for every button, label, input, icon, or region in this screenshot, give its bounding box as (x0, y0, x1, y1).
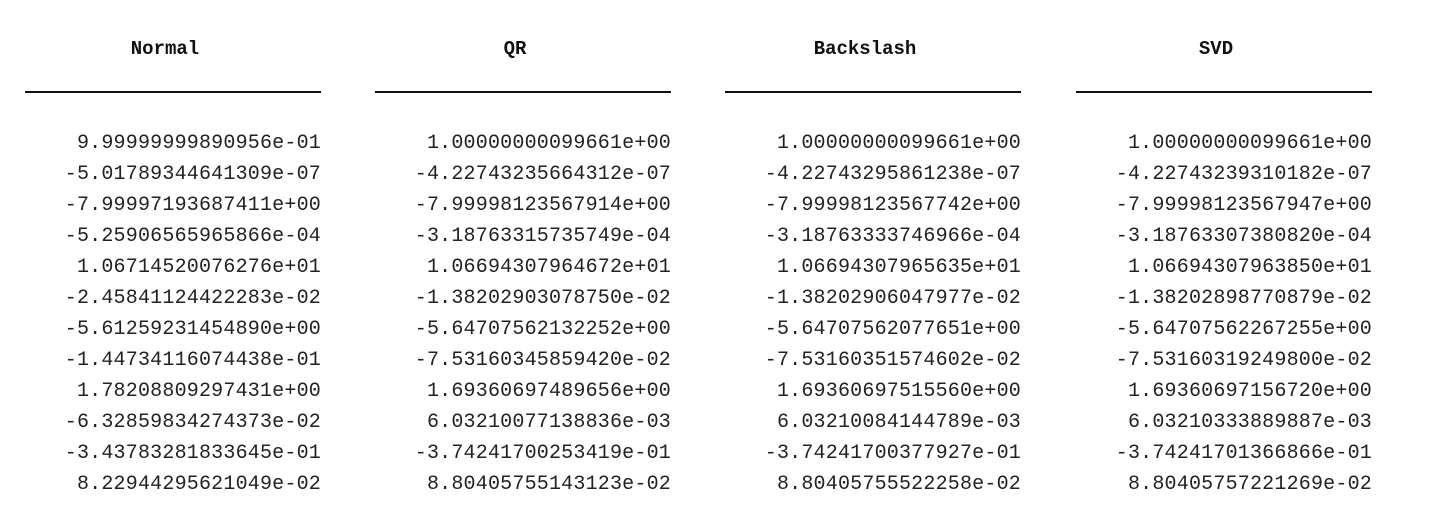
value-cell: 1.00000000099661e+00 (1127, 132, 1372, 155)
value-cell: 8.80405755143123e-02 (426, 473, 671, 496)
value-list: 9.99999999890956e-01 -5.01789344641309e-0… (25, 128, 321, 500)
value-cell: 1.00000000099661e+00 (426, 132, 671, 155)
value-cell: -2.45841124422283e-02 (64, 287, 321, 310)
value-cell: 1.06694307963850e+01 (1127, 256, 1372, 279)
value-cell: -7.99998123567914e+00 (414, 194, 671, 217)
column-header: Backslash (813, 38, 917, 60)
column-header: QR (503, 38, 527, 60)
value-cell: -5.64707562132252e+00 (414, 318, 671, 341)
value-cell: -7.99998123567742e+00 (764, 194, 1021, 217)
value-cell: 6.03210333889887e-03 (1127, 411, 1372, 434)
value-cell: -1.44734116074438e-01 (64, 349, 321, 372)
value-cell: -5.25906565965866e-04 (64, 225, 321, 248)
value-cell: -3.74241700377927e-01 (764, 442, 1021, 465)
value-cell: -4.22743295861238e-07 (764, 163, 1021, 186)
value-cell: -3.43783281833645e-01 (64, 442, 321, 465)
header-rule (25, 91, 321, 93)
value-cell: 1.06694307964672e+01 (426, 256, 671, 279)
value-cell: -3.18763315735749e-04 (414, 225, 671, 248)
value-cell: -5.64707562267255e+00 (1115, 318, 1372, 341)
value-cell: -1.38202903078750e-02 (414, 287, 671, 310)
value-cell: -5.64707562077651e+00 (764, 318, 1021, 341)
value-cell: 9.99999999890956e-01 (76, 132, 321, 155)
value-cell: -3.18763333746966e-04 (764, 225, 1021, 248)
value-cell: -4.22743235664312e-07 (414, 163, 671, 186)
value-cell: 8.22944295621049e-02 (76, 473, 321, 496)
value-cell: -5.01789344641309e-07 (64, 163, 321, 186)
value-list: 1.00000000099661e+00 -4.22743235664312e-0… (375, 128, 671, 500)
value-cell: -3.18763307380820e-04 (1115, 225, 1372, 248)
value-cell: 1.69360697156720e+00 (1127, 380, 1372, 403)
column-header: Normal (130, 38, 200, 60)
value-cell: -7.99997193687411e+00 (64, 194, 321, 217)
value-cell: 1.69360697515560e+00 (776, 380, 1021, 403)
value-cell: -7.53160351574602e-02 (764, 349, 1021, 372)
value-cell: 8.80405757221269e-02 (1127, 473, 1372, 496)
value-cell: 1.00000000099661e+00 (776, 132, 1021, 155)
value-cell: 1.69360697489656e+00 (426, 380, 671, 403)
value-cell: 1.06694307965635e+01 (776, 256, 1021, 279)
value-cell: -3.74241700253419e-01 (414, 442, 671, 465)
value-list: 1.00000000099661e+00 -4.22743295861238e-0… (725, 128, 1021, 500)
value-cell: 8.80405755522258e-02 (776, 473, 1021, 496)
value-cell: 6.03210084144789e-03 (776, 411, 1021, 434)
value-cell: -7.53160345859420e-02 (414, 349, 671, 372)
header-rule (1076, 91, 1372, 93)
value-cell: -7.53160319249800e-02 (1115, 349, 1372, 372)
header-rule (375, 91, 671, 93)
column-header: SVD (1198, 38, 1234, 60)
header-rule (725, 91, 1021, 93)
value-cell: -5.61259231454890e+00 (64, 318, 321, 341)
value-list: 1.00000000099661e+00 -4.22743239310182e-0… (1076, 128, 1372, 500)
value-cell: 1.78208809297431e+00 (76, 380, 321, 403)
value-cell: -3.74241701366866e-01 (1115, 442, 1372, 465)
value-cell: -1.38202906047977e-02 (764, 287, 1021, 310)
value-cell: 1.06714520076276e+01 (76, 256, 321, 279)
value-cell: 6.03210077138836e-03 (426, 411, 671, 434)
value-cell: -4.22743239310182e-07 (1115, 163, 1372, 186)
value-cell: -6.32859834274373e-02 (64, 411, 321, 434)
value-cell: -7.99998123567947e+00 (1115, 194, 1372, 217)
value-cell: -1.38202898770879e-02 (1115, 287, 1372, 310)
